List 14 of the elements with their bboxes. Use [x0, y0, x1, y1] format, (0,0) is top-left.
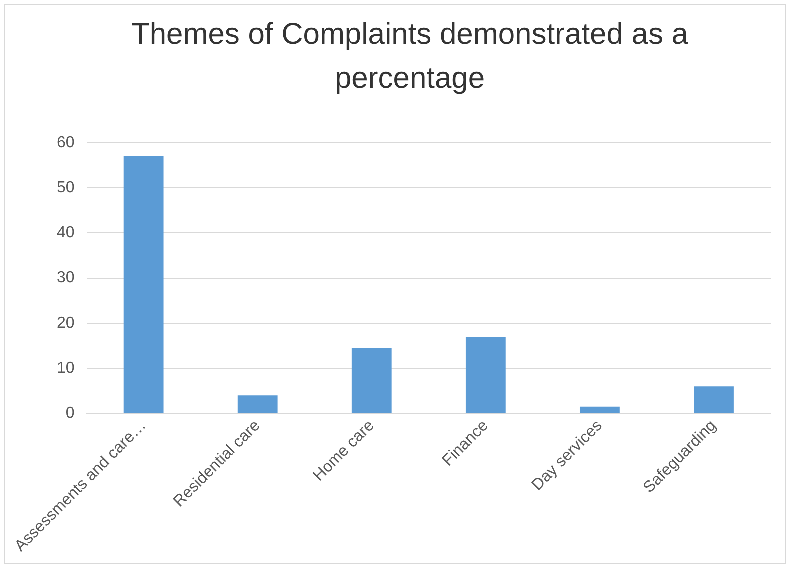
chart-title: Themes of Complaints demonstrated as a percentage	[130, 17, 690, 96]
y-tick-label: 40	[57, 224, 75, 242]
y-tick-label: 60	[57, 134, 75, 152]
bar	[466, 336, 506, 414]
y-tick-label: 20	[57, 314, 75, 332]
bar	[124, 156, 164, 414]
y-tick-label: 0	[66, 405, 75, 422]
y-tick-label: 50	[57, 180, 75, 197]
bar	[238, 396, 278, 414]
y-tick-label: 30	[57, 270, 75, 287]
bar	[580, 406, 620, 414]
bar	[694, 386, 734, 414]
y-tick-label: 10	[57, 360, 75, 377]
bar	[352, 348, 392, 414]
